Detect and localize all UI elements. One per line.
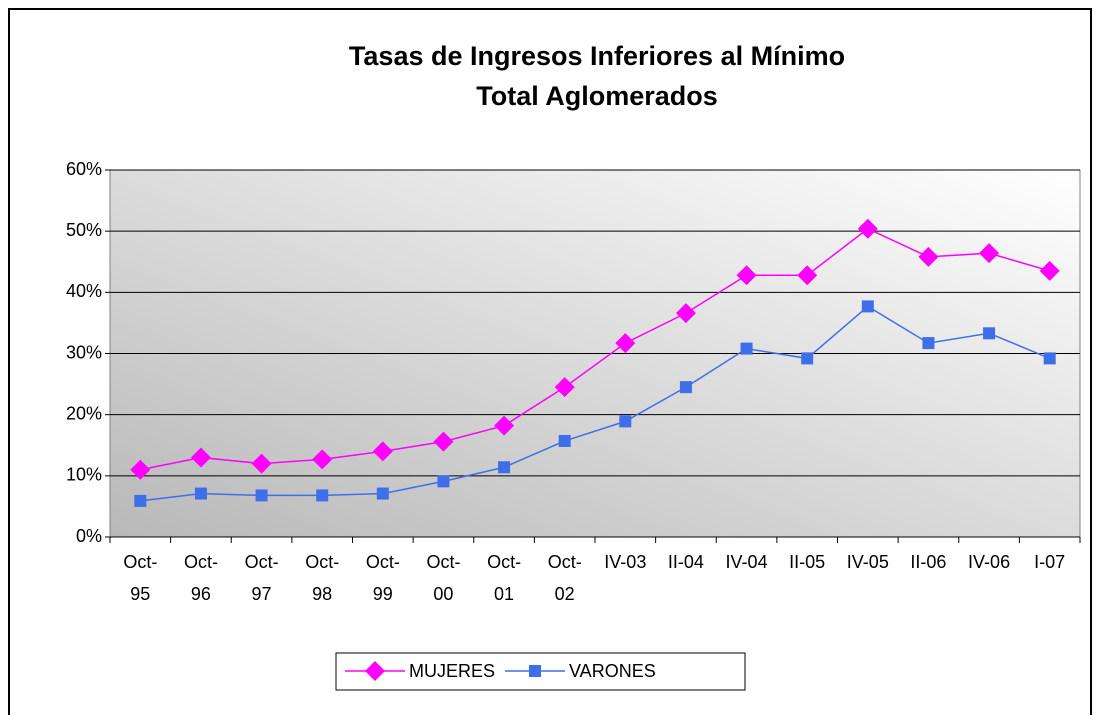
legend-label: MUJERES xyxy=(409,661,495,681)
data-point xyxy=(433,431,454,452)
data-point xyxy=(983,327,996,340)
x-tick-label: Oct-96 xyxy=(184,552,218,604)
data-point xyxy=(740,342,753,355)
y-tick-label: 50% xyxy=(66,220,102,240)
x-tick-label: Oct-95 xyxy=(123,552,157,604)
x-tick-label: Oct-02 xyxy=(548,552,582,604)
x-tick-label: IV-05 xyxy=(847,552,889,572)
data-point xyxy=(1043,352,1056,365)
data-point xyxy=(130,459,151,480)
y-tick-label: 0% xyxy=(76,526,102,546)
x-tick-label: IV-06 xyxy=(968,552,1010,572)
x-tick-label: I-07 xyxy=(1034,552,1065,572)
chart-title: Tasas de Ingresos Inferiores al Mínimo xyxy=(349,41,845,71)
data-point xyxy=(494,415,515,436)
data-point xyxy=(437,475,450,488)
data-point xyxy=(529,665,542,677)
data-point xyxy=(365,661,385,681)
y-tick-label: 60% xyxy=(66,159,102,179)
series-line xyxy=(140,305,1050,502)
data-point xyxy=(675,303,696,324)
x-tick-label: Oct-00 xyxy=(426,552,460,604)
data-point xyxy=(558,434,571,447)
legend-label: VARONES xyxy=(569,661,656,681)
x-tick-label: Oct-97 xyxy=(245,552,279,604)
data-point xyxy=(918,246,939,267)
data-point xyxy=(615,333,636,354)
data-point xyxy=(797,265,818,286)
y-tick-label: 40% xyxy=(66,281,102,301)
data-point xyxy=(316,489,329,502)
data-point xyxy=(857,218,878,239)
data-point xyxy=(312,449,333,470)
x-tick-label: II-04 xyxy=(668,552,704,572)
data-point xyxy=(1039,260,1060,281)
data-point xyxy=(979,243,1000,264)
data-point xyxy=(736,265,757,286)
data-point xyxy=(134,494,147,507)
data-point xyxy=(255,489,268,502)
data-point xyxy=(801,352,814,365)
data-point xyxy=(194,487,207,500)
data-point xyxy=(190,447,211,468)
data-point xyxy=(251,453,272,474)
x-tick-label: Oct-98 xyxy=(305,552,339,604)
x-tick-label: Oct-99 xyxy=(366,552,400,604)
data-point xyxy=(498,461,511,474)
y-tick-label: 30% xyxy=(66,342,102,362)
data-point xyxy=(922,337,935,350)
y-tick-label: 20% xyxy=(66,403,102,423)
data-point xyxy=(376,487,389,500)
data-point xyxy=(619,415,632,428)
data-point xyxy=(372,441,393,462)
y-tick-label: 10% xyxy=(66,465,102,485)
x-tick-label: Oct-01 xyxy=(487,552,521,604)
series-line xyxy=(140,227,1050,471)
x-tick-label: II-05 xyxy=(789,552,825,572)
data-point xyxy=(679,381,692,394)
x-tick-label: IV-04 xyxy=(726,552,768,572)
x-tick-label: IV-03 xyxy=(604,552,646,572)
chart-subtitle: Total Aglomerados xyxy=(476,81,718,111)
data-point xyxy=(554,377,575,398)
data-point xyxy=(861,300,874,313)
x-tick-label: II-06 xyxy=(910,552,946,572)
